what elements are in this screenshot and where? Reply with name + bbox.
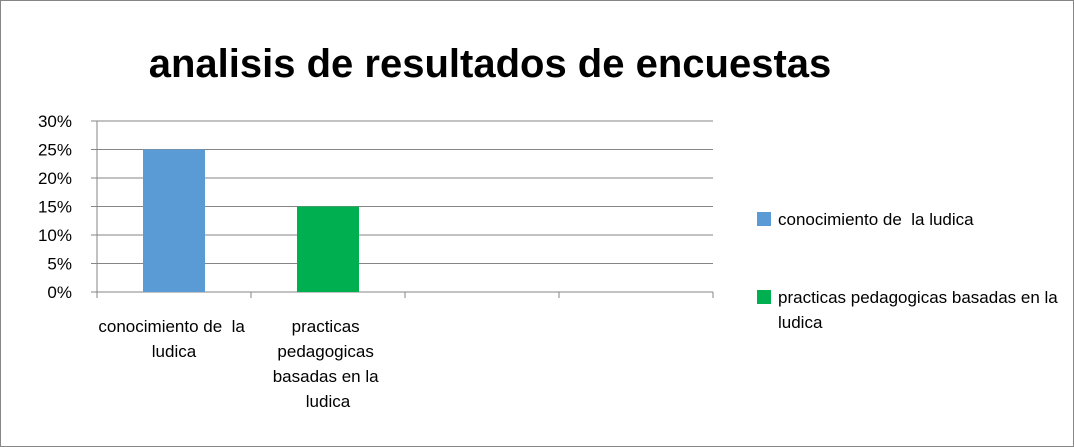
y-tick-label: 20% bbox=[38, 169, 72, 188]
y-tick-label: 30% bbox=[38, 112, 72, 131]
x-tick-label: conocimiento de la ludica bbox=[98, 317, 249, 361]
legend-swatch bbox=[757, 212, 771, 226]
x-tick-label: practicas pedagogicas basadas en la ludi… bbox=[273, 317, 384, 411]
y-tick-label: 25% bbox=[38, 141, 72, 160]
chart-title: analisis de resultados de encuestas bbox=[149, 42, 832, 86]
legend-label: practicas pedagogicas basadas en la ludi… bbox=[778, 288, 1062, 332]
legend-label: conocimiento de la ludica bbox=[778, 210, 974, 229]
y-tick-label: 0% bbox=[47, 283, 72, 302]
y-tick-label: 15% bbox=[38, 198, 72, 217]
bar bbox=[297, 206, 359, 292]
y-tick-label: 10% bbox=[38, 226, 72, 245]
legend-swatch bbox=[757, 290, 771, 304]
y-tick-label: 5% bbox=[47, 255, 72, 274]
bar bbox=[143, 149, 205, 292]
